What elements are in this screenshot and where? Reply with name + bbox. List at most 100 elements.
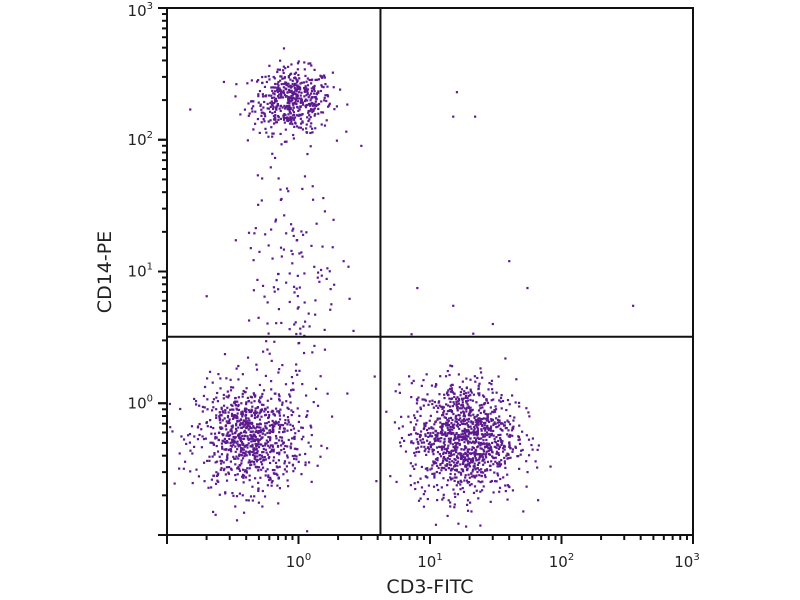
event-point <box>500 407 503 410</box>
event-point <box>467 440 470 444</box>
event-point <box>439 425 442 429</box>
event-point <box>293 84 296 87</box>
event-point <box>462 461 465 464</box>
event-point <box>466 509 470 512</box>
event-point <box>283 121 286 124</box>
event-point <box>451 460 454 463</box>
event-point <box>429 432 432 435</box>
event-point <box>227 396 230 399</box>
event-point <box>263 495 267 498</box>
event-point <box>434 385 437 388</box>
event-point <box>273 99 277 102</box>
event-point <box>436 418 439 421</box>
event-point <box>304 452 307 456</box>
event-point <box>504 484 507 487</box>
event-point <box>310 122 313 125</box>
event-point <box>428 448 431 451</box>
event-point <box>211 455 214 458</box>
event-point <box>279 188 282 191</box>
event-point <box>438 393 441 396</box>
event-point <box>398 383 401 386</box>
event-point <box>453 465 457 468</box>
event-point <box>493 421 496 424</box>
event-point <box>450 468 453 471</box>
event-point <box>279 117 282 120</box>
event-point <box>449 464 453 467</box>
event-point <box>247 499 250 502</box>
event-point <box>218 426 222 429</box>
event-point <box>319 375 322 378</box>
event-point <box>490 448 493 452</box>
event-point <box>251 499 254 502</box>
event-point <box>223 448 226 451</box>
event-point <box>489 429 493 432</box>
event-point <box>249 395 252 398</box>
event-point <box>248 410 251 414</box>
event-point <box>271 257 274 260</box>
event-point <box>248 112 251 115</box>
event-point <box>488 433 492 436</box>
event-point <box>464 458 467 461</box>
event-point <box>461 401 464 404</box>
event-point <box>275 108 278 111</box>
event-point <box>487 450 490 453</box>
event-point <box>467 457 470 460</box>
event-point <box>323 348 327 351</box>
event-point <box>489 427 492 430</box>
event-point <box>500 459 503 462</box>
event-point <box>290 249 293 253</box>
event-point <box>300 473 303 476</box>
event-point <box>247 102 250 105</box>
event-point <box>256 174 259 177</box>
event-point <box>304 104 307 107</box>
event-point <box>234 427 238 430</box>
event-point <box>476 413 479 417</box>
event-point <box>525 434 528 437</box>
event-point <box>282 82 285 86</box>
event-point <box>263 295 266 298</box>
event-point <box>229 389 233 392</box>
event-point <box>446 434 449 437</box>
event-point <box>450 453 453 457</box>
event-point <box>517 401 521 405</box>
event-point <box>286 423 289 426</box>
event-point <box>457 397 461 401</box>
event-point <box>345 130 348 133</box>
event-point <box>287 65 290 68</box>
event-point <box>270 86 273 89</box>
event-point <box>476 446 479 449</box>
event-point <box>413 451 416 455</box>
event-point <box>479 407 482 410</box>
event-point <box>214 461 217 464</box>
event-point <box>445 422 448 425</box>
event-point <box>453 423 456 426</box>
event-point <box>234 505 237 508</box>
event-point <box>419 497 422 500</box>
event-point <box>482 435 485 438</box>
event-point <box>473 485 477 488</box>
event-point <box>311 104 314 107</box>
event-point <box>253 411 256 414</box>
event-point <box>456 455 459 458</box>
event-point <box>310 433 313 437</box>
event-point <box>440 414 444 417</box>
event-point <box>500 443 503 447</box>
event-point <box>479 371 483 374</box>
event-point <box>227 472 231 475</box>
event-point <box>473 375 476 378</box>
event-point <box>430 426 433 429</box>
event-point <box>462 453 465 456</box>
event-point <box>245 426 248 430</box>
event-point <box>460 448 463 451</box>
event-point <box>313 114 316 117</box>
event-point <box>280 75 283 78</box>
event-point <box>250 421 254 424</box>
event-point <box>323 210 327 213</box>
event-point <box>482 463 485 466</box>
event-point <box>287 407 290 411</box>
event-point <box>423 398 426 401</box>
event-point <box>303 95 306 98</box>
event-point <box>453 492 456 495</box>
event-point <box>261 432 264 435</box>
event-point <box>305 231 308 234</box>
